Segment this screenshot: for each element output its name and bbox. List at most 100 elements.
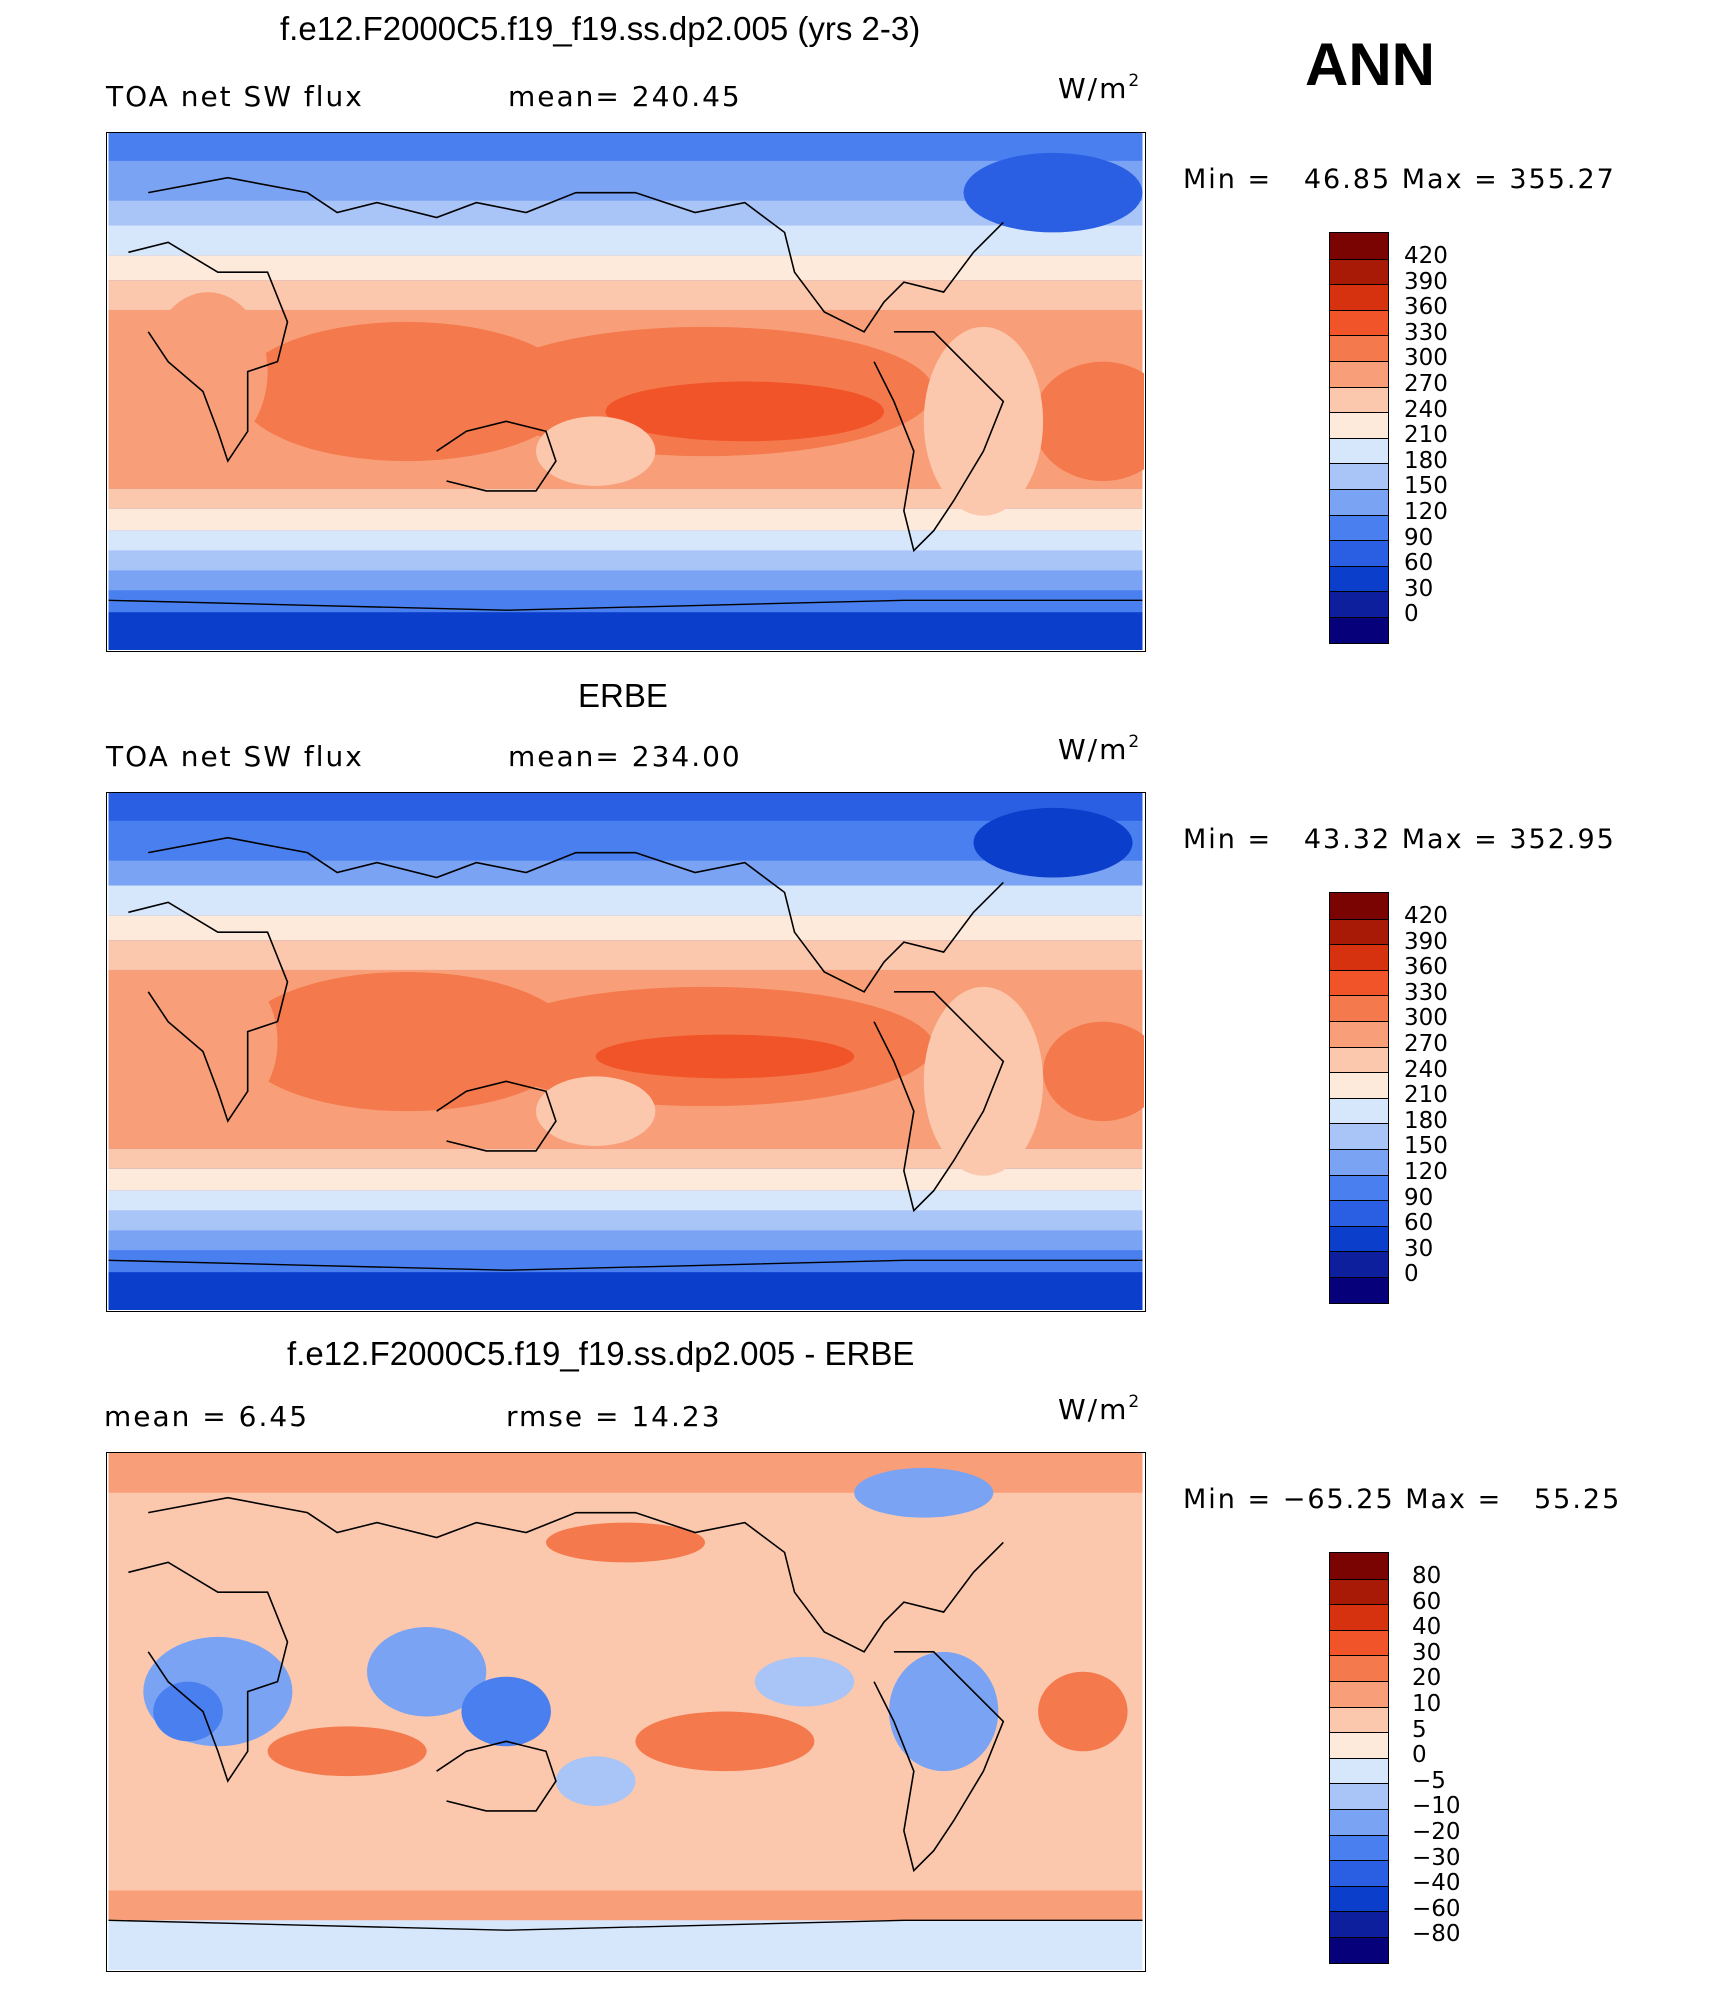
band-mid3-south — [108, 1210, 1143, 1231]
colorbar-swatch — [1330, 1251, 1388, 1277]
coastline-africa — [128, 901, 289, 1123]
colorbar-tick-label: 40 — [1412, 1614, 1442, 1641]
colorbar-swatch — [1330, 514, 1388, 541]
band-mid3-south — [108, 550, 1143, 571]
panel1-variable-label: TOA net SW flux — [106, 80, 364, 113]
band-mid2-north — [108, 225, 1143, 256]
coastline-south-america — [873, 331, 1005, 553]
panel3-units: W/m2 — [1058, 1391, 1140, 1426]
coastline-australia — [436, 1080, 557, 1152]
panel1-contour-plot — [108, 133, 1144, 650]
blob-australia — [536, 1076, 656, 1146]
diff-pacific-positive — [635, 1711, 815, 1772]
colorbar-swatch — [1330, 893, 1388, 919]
colorbar-swatch — [1330, 386, 1388, 413]
blob-indian — [237, 971, 576, 1112]
colorbar-swatch — [1330, 1072, 1388, 1098]
colorbar-tick-label: 240 — [1404, 1056, 1448, 1083]
colorbar-tick-label: −10 — [1412, 1793, 1461, 1820]
band-sub-north — [108, 255, 1143, 281]
colorbar-swatch — [1330, 1578, 1388, 1605]
colorbar-swatch — [1330, 488, 1388, 515]
blob-pacific-core — [605, 381, 884, 442]
blob-south-america — [923, 986, 1044, 1176]
band-mid-north — [108, 860, 1143, 886]
diff-australia-negative — [555, 1756, 636, 1806]
colorbar-swatch — [1330, 1680, 1388, 1707]
colorbar-swatch — [1330, 1911, 1388, 1937]
colorbar-swatch — [1330, 1885, 1388, 1912]
colorbar-tick-label: 210 — [1404, 1082, 1448, 1109]
panel1-colorbar — [1329, 232, 1389, 644]
colorbar-tick-label: 60 — [1404, 1210, 1434, 1237]
panel2-mean-label: mean= 234.00 — [508, 740, 742, 773]
colorbar-swatch — [1330, 616, 1388, 643]
colorbar-swatch — [1330, 1276, 1388, 1303]
blob-greenland — [973, 807, 1133, 878]
coastline-south-america — [873, 1651, 1005, 1873]
diff-atlantic-positive — [1038, 1671, 1128, 1752]
colorbar-tick-label: −60 — [1412, 1895, 1461, 1922]
colorbar-tick-label: 420 — [1404, 243, 1448, 269]
panel3-mean-label: mean = 6.45 — [104, 1400, 310, 1433]
diff-band-antarctic — [108, 1920, 1143, 1970]
colorbar-tick-label: 60 — [1404, 550, 1434, 577]
colorbar-swatch — [1330, 258, 1388, 285]
panel2-units: W/m2 — [1058, 731, 1140, 766]
coastline-north — [148, 836, 1004, 993]
colorbar-swatch — [1330, 309, 1388, 336]
colorbar-swatch — [1330, 437, 1388, 464]
blob-africa — [148, 292, 268, 452]
colorbar-tick-label: 0 — [1404, 601, 1419, 628]
coastline-antarctica — [108, 1259, 1143, 1271]
panel2-contour-plot — [108, 793, 1144, 1310]
coastline-south-america — [873, 991, 1005, 1213]
panel3-minmax: Min = −65.25 Max = 55.25 — [1183, 1484, 1622, 1515]
colorbar-tick-label: 420 — [1404, 903, 1448, 929]
colorbar-tick-label: −30 — [1412, 1844, 1461, 1871]
colorbar-tick-label: 360 — [1404, 954, 1448, 981]
colorbar-swatch — [1330, 1020, 1388, 1047]
coastline-north — [148, 176, 1004, 333]
panel3-colorbar — [1329, 1552, 1389, 1964]
colorbar-tick-label: 210 — [1404, 422, 1448, 449]
blob-atlantic — [1043, 1021, 1144, 1122]
colorbar-swatch — [1330, 1783, 1388, 1809]
colorbar-tick-label: 0 — [1404, 1261, 1419, 1288]
colorbar-tick-label: 270 — [1404, 370, 1448, 397]
panel3-title: f.e12.F2000C5.f19_f19.ss.dp2.005 - ERBE — [287, 1335, 915, 1372]
colorbar-tick-label: 30 — [1404, 1235, 1434, 1262]
colorbar-tick-label: 150 — [1404, 473, 1448, 500]
colorbar-tick-label: 90 — [1404, 524, 1434, 551]
panel3-contour-plot — [108, 1453, 1143, 1970]
band-sub-north — [108, 915, 1143, 941]
panel2-variable-label: TOA net SW flux — [106, 740, 364, 773]
panel1-units: W/m2 — [1058, 70, 1140, 105]
colorbar-swatch — [1330, 540, 1388, 566]
colorbar-swatch — [1330, 918, 1388, 945]
blob-australia — [536, 416, 656, 486]
colorbar-swatch — [1330, 1225, 1388, 1252]
season-label: ANN — [1305, 31, 1435, 98]
panel1-minmax: Min = 46.85 Max = 355.27 — [1183, 164, 1616, 195]
colorbar-tick-label: 120 — [1404, 498, 1448, 525]
colorbar-swatch — [1330, 1123, 1388, 1149]
colorbar-swatch — [1330, 944, 1388, 970]
panel1-mean-label: mean= 240.45 — [508, 80, 742, 113]
colorbar-tick-label: 390 — [1404, 928, 1448, 955]
colorbar-swatch — [1330, 463, 1388, 489]
colorbar-tick-label: 180 — [1404, 447, 1448, 474]
colorbar-tick-label: 80 — [1412, 1563, 1442, 1589]
blob-atlantic — [1033, 361, 1144, 481]
diff-indian-positive — [267, 1726, 427, 1777]
blob-greenland — [963, 152, 1143, 233]
colorbar-swatch — [1330, 412, 1388, 438]
colorbar-tick-label: 300 — [1404, 345, 1448, 372]
colorbar-swatch — [1330, 1604, 1388, 1630]
colorbar-tick-label: −40 — [1412, 1870, 1461, 1897]
band-subpolar-north — [108, 820, 1143, 861]
panel2-map — [106, 792, 1146, 1312]
band-subtrop-north — [108, 940, 1143, 970]
colorbar-tick-label: 90 — [1404, 1184, 1434, 1211]
colorbar-tick-label: 120 — [1404, 1158, 1448, 1185]
